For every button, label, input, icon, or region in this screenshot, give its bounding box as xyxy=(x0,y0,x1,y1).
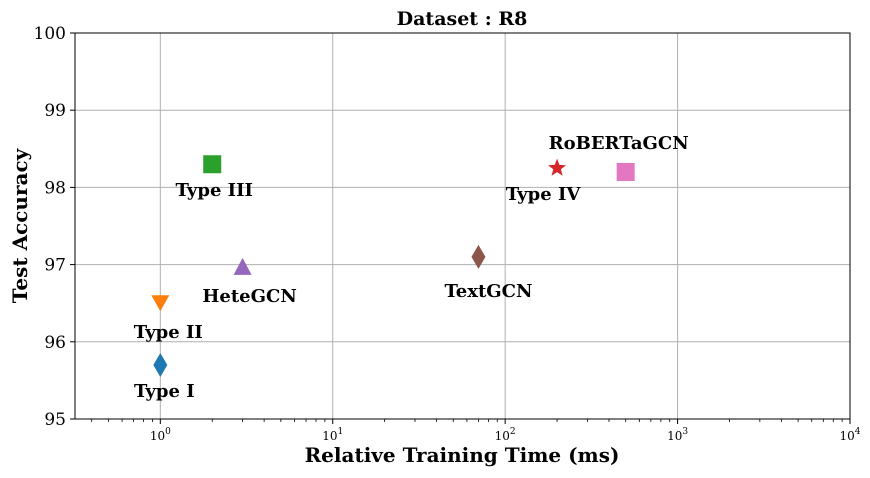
x-tick-label: 102 xyxy=(495,427,516,443)
marker-type-iii xyxy=(203,155,222,174)
point-label: HeteGCN xyxy=(202,286,296,307)
point-label: Type I xyxy=(134,381,195,402)
point-label: RoBERTaGCN xyxy=(549,133,689,154)
grid xyxy=(75,32,851,420)
chart-title: Dataset : R8 xyxy=(397,8,528,30)
axis-ticks: 95 96 97 98 99 100 100 101 102 103 104 xyxy=(34,24,861,443)
y-axis-label: Test Accuracy xyxy=(8,147,32,303)
x-tick-label: 100 xyxy=(150,427,171,443)
y-tick-label: 95 xyxy=(44,410,66,430)
marker-robertagcn xyxy=(616,162,635,181)
marker-type-iv xyxy=(548,158,567,176)
marker-hetegcn xyxy=(233,257,252,275)
x-axis-label: Relative Training Time (ms) xyxy=(305,443,620,467)
y-tick-label: 97 xyxy=(44,256,66,276)
y-tick-label: 98 xyxy=(44,178,66,198)
x-tick-label: 104 xyxy=(839,427,860,443)
marker-type-ii xyxy=(151,295,170,312)
point-label: Type III xyxy=(175,180,252,201)
x-tick-label: 103 xyxy=(667,427,688,443)
y-tick-label: 99 xyxy=(44,101,66,121)
point-label: TextGCN xyxy=(444,281,532,302)
marker-type-i xyxy=(153,352,168,377)
point-label: Type IV xyxy=(506,184,582,205)
plot-area-frame xyxy=(74,32,851,420)
x-tick-label: 101 xyxy=(322,427,343,443)
y-tick-label: 96 xyxy=(44,333,66,353)
point-label: Type II xyxy=(134,322,203,343)
data-points: Type I Type II Type III HeteGCN TextGCN Type … xyxy=(134,133,689,402)
marker-textgcn xyxy=(471,244,486,269)
y-tick-label: 100 xyxy=(34,24,66,44)
